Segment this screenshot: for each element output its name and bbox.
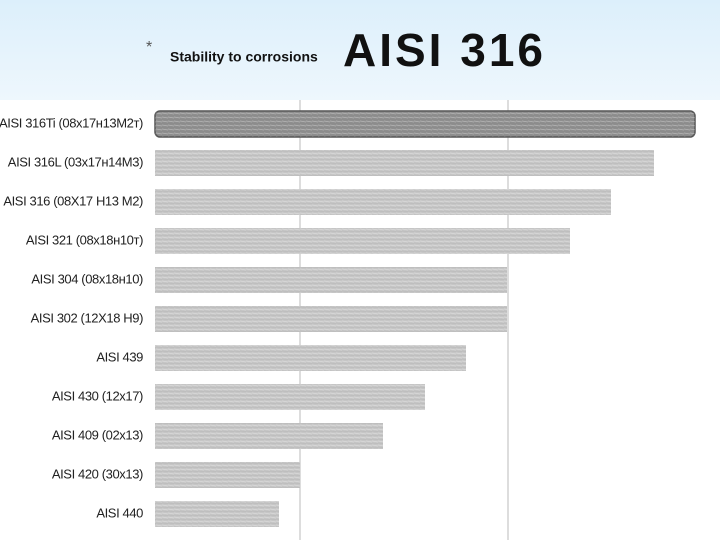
bar-texture <box>155 306 507 332</box>
category-label: AISI 316L (03х17н14М3) <box>8 154 143 169</box>
category-label: AISI 440 <box>96 505 143 520</box>
bar-texture <box>155 189 611 215</box>
category-label: AISI 302 (12Х18 Н9) <box>31 310 143 325</box>
category-label: AISI 316Ti (08х17н13М2т) <box>0 115 143 130</box>
bar-texture <box>155 384 425 410</box>
category-label: AISI 409 (02х13) <box>52 427 143 442</box>
bar-texture <box>155 462 300 488</box>
bars: AISI 316Ti (08х17н13М2т) AISI 316L (03х17… <box>0 110 696 527</box>
category-label: AISI 439 <box>96 349 143 364</box>
bar-texture <box>155 111 695 137</box>
bar-texture <box>155 267 507 293</box>
header-bg <box>0 0 720 100</box>
bar-texture <box>155 150 654 176</box>
category-label: AISI 304 (08х18н10) <box>31 271 143 286</box>
category-label: AISI 430 (12х17) <box>52 388 143 403</box>
bullet: * <box>146 39 152 56</box>
bar-texture <box>155 501 279 527</box>
title: AISI 316 <box>343 24 546 76</box>
category-label: AISI 321 (08х18н10т) <box>26 232 143 247</box>
category-label: AISI 316 (08Х17 Н13 М2) <box>3 193 143 208</box>
bar-texture <box>155 345 466 371</box>
bar-texture <box>155 228 570 254</box>
subtitle: Stability to corrosions <box>170 49 318 65</box>
category-label: AISI 420 (30х13) <box>52 466 143 481</box>
bar-texture <box>155 423 383 449</box>
